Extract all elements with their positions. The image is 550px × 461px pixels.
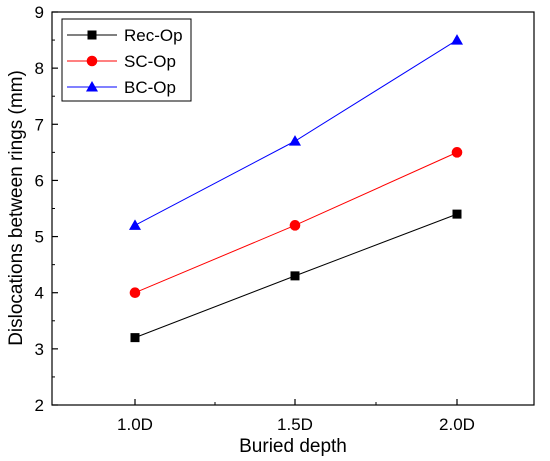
- data-point: [452, 209, 462, 219]
- legend-label: SC-Op: [124, 52, 176, 71]
- y-tick-label: 9: [35, 3, 44, 22]
- y-tick-label: 3: [35, 340, 44, 359]
- legend-box: [61, 18, 192, 102]
- legend-label: BC-Op: [124, 78, 176, 97]
- data-point: [129, 287, 141, 299]
- data-point: [129, 219, 141, 230]
- x-axis: 1.0D 1.5D 2.0D: [117, 399, 475, 434]
- y-tick-label: 4: [35, 284, 44, 303]
- x-tick-label: 1.0D: [117, 415, 153, 434]
- data-point: [289, 220, 301, 231]
- data-point: [290, 271, 300, 281]
- y-tick-label: 5: [35, 228, 44, 247]
- legend-marker: [86, 55, 98, 67]
- series-layer: [129, 34, 463, 343]
- y-tick-label: 2: [35, 396, 44, 415]
- y-tick-label: 8: [35, 59, 44, 78]
- y-axis: 2 3 4 5 6 7 8 9: [35, 3, 58, 415]
- legend: Rec-Op SC-Op BC-Op: [61, 18, 192, 102]
- data-point: [451, 34, 463, 45]
- data-point: [451, 147, 463, 158]
- y-tick-label: 6: [35, 171, 44, 190]
- legend-label: Rec-Op: [124, 26, 183, 45]
- y-axis-title: Dislocations between rings (mm): [6, 70, 27, 346]
- y-tick-label: 7: [35, 115, 44, 134]
- x-axis-title: Buried depth: [239, 436, 347, 457]
- data-point: [289, 135, 301, 146]
- x-tick-label: 2.0D: [439, 415, 475, 434]
- legend-marker: [86, 81, 98, 92]
- data-point: [130, 333, 140, 343]
- legend-marker: [87, 30, 97, 40]
- x-tick-label: 1.5D: [277, 415, 313, 434]
